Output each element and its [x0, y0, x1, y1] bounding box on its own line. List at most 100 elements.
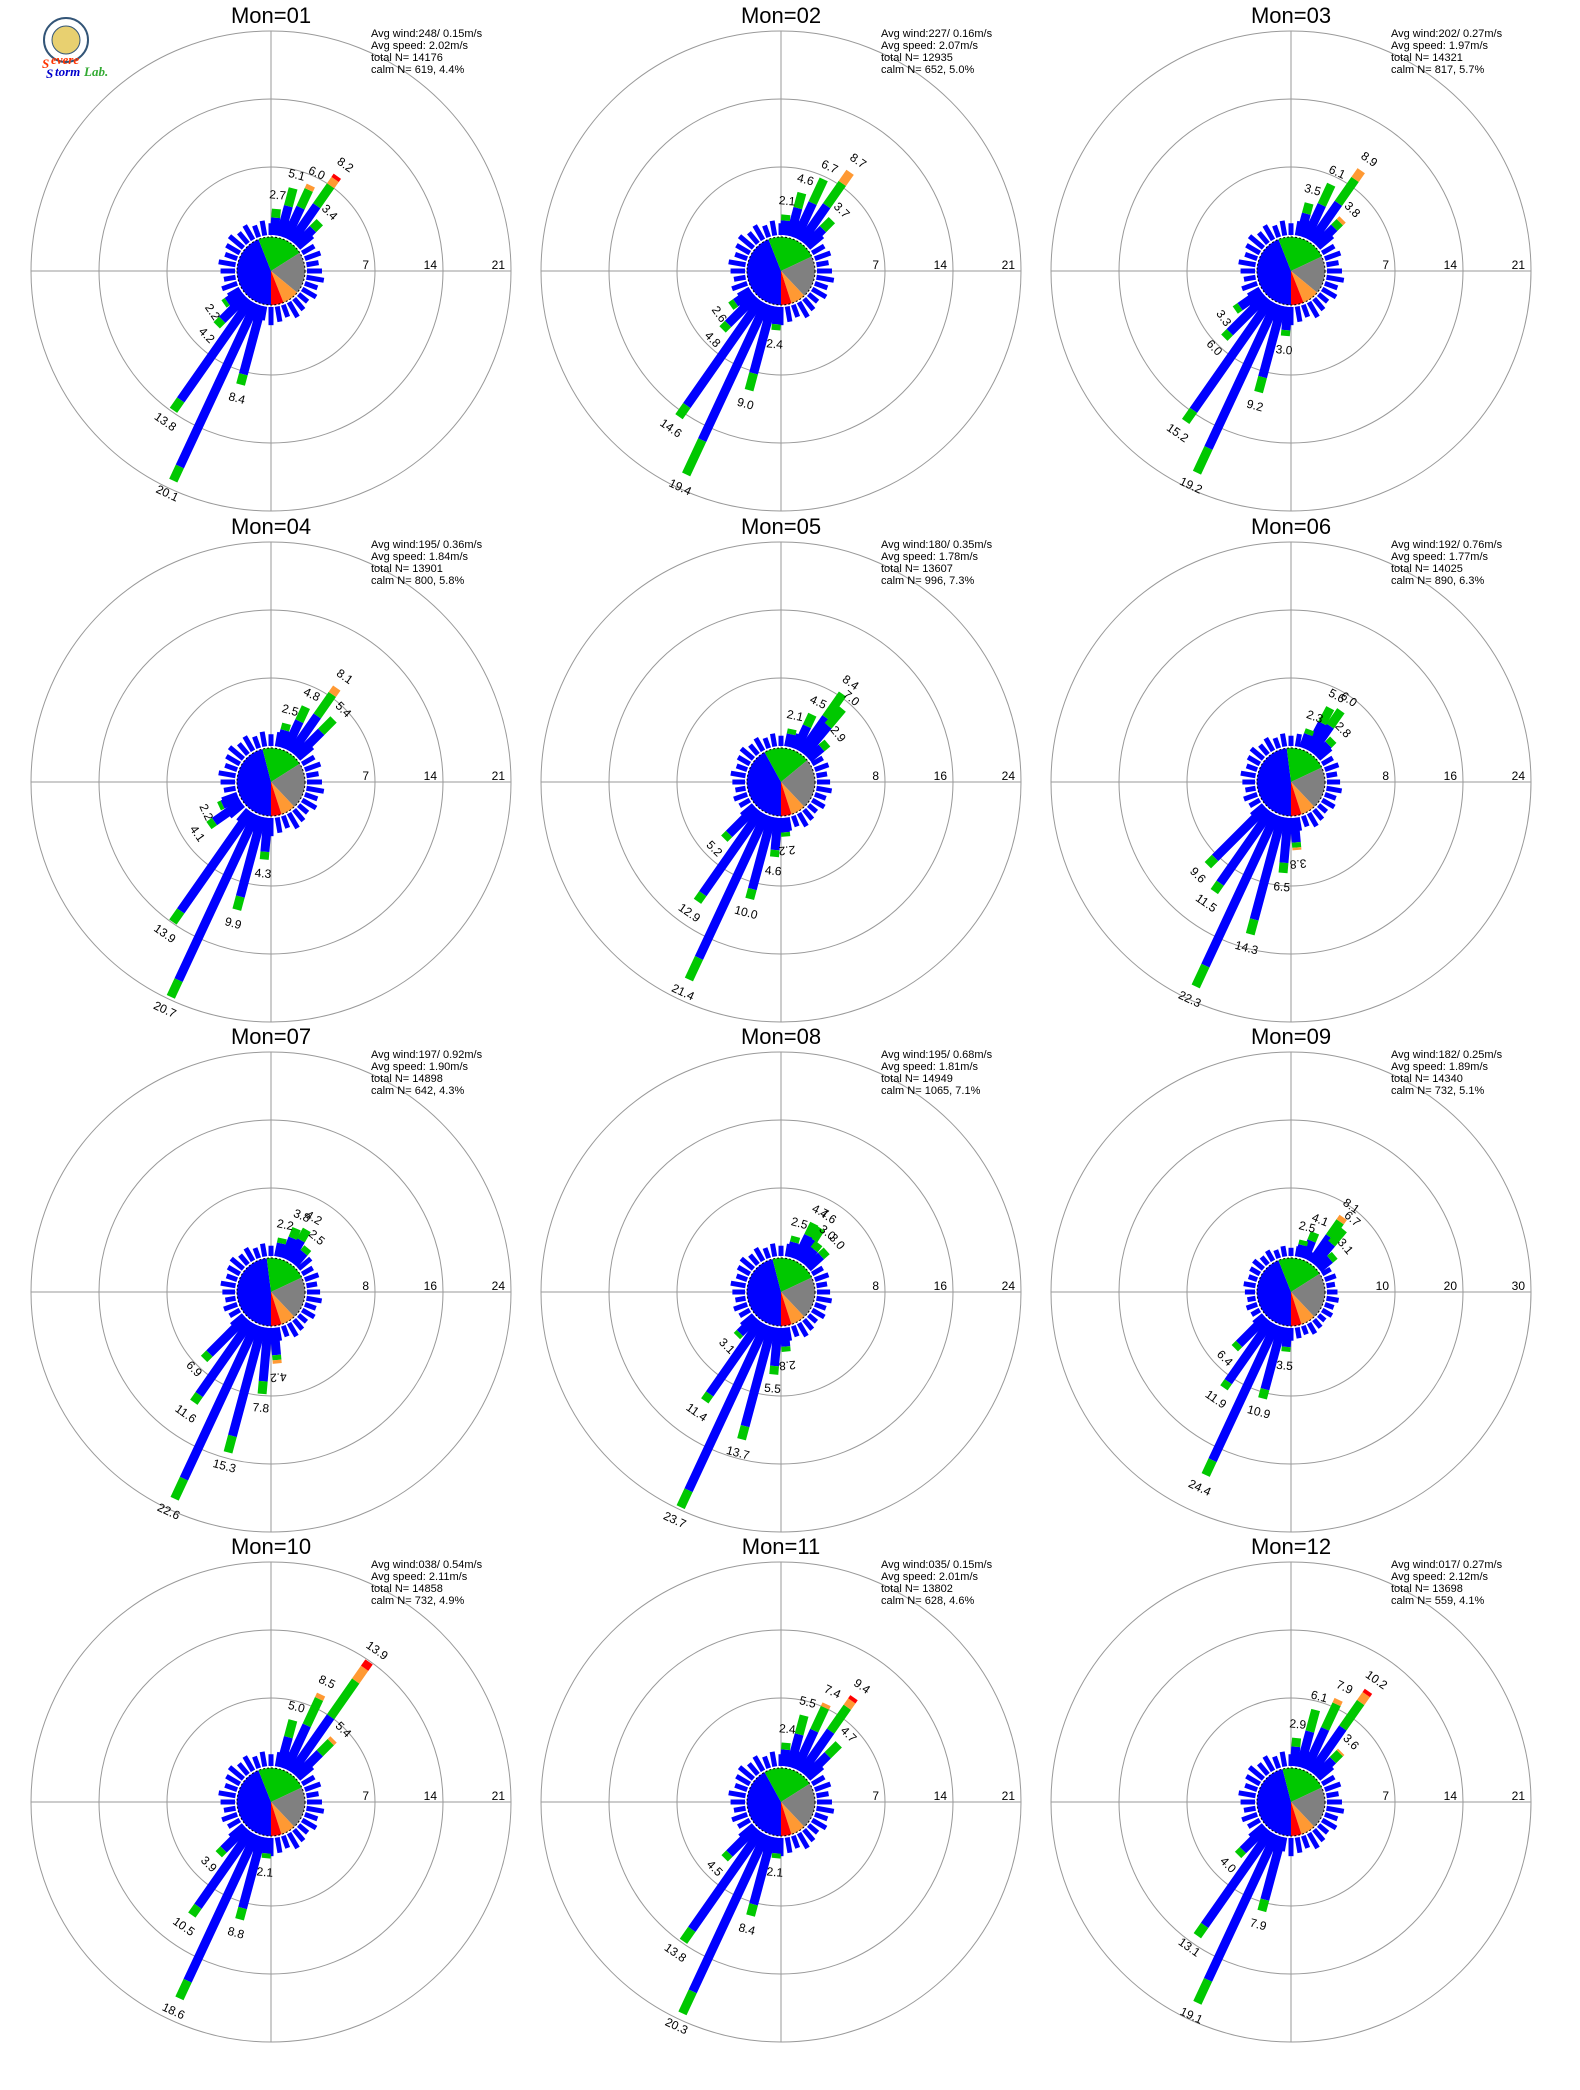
wind-bar-segment — [1302, 202, 1314, 215]
logo-storm-initial: S — [46, 66, 53, 81]
wind-bar-small — [229, 1256, 246, 1271]
wind-bar-small — [224, 251, 239, 262]
wind-bar-small — [733, 1805, 746, 1813]
bar-value-label: 2.4 — [766, 336, 784, 351]
stats-line: Avg wind:017/ 0.27m/s — [1391, 1559, 1503, 1571]
wind-bar-small — [796, 811, 809, 828]
wind-bar-segment — [1254, 375, 1267, 394]
bar-value-label: 5.1 — [287, 166, 307, 184]
wind-bar-small — [806, 292, 820, 304]
stats-line: Avg wind:182/ 0.25m/s — [1391, 1049, 1503, 1061]
wind-bar-segment — [257, 1380, 268, 1395]
wind-bar-segment — [784, 733, 796, 748]
wind-bar-small — [737, 234, 756, 250]
wind-bar-small — [1263, 737, 1276, 753]
wind-bar-segment — [206, 817, 218, 830]
stats-line: Avg speed: 2.07m/s — [881, 40, 979, 52]
wind-bar-small — [735, 243, 752, 256]
wind-bar-small — [813, 1781, 832, 1793]
wind-bar-small — [1272, 224, 1282, 239]
bar-value-label: 6.5 — [1273, 879, 1291, 894]
wind-bar-small — [1326, 785, 1343, 794]
wind-bar-small — [1320, 286, 1338, 300]
wind-bar-segment — [1224, 1318, 1275, 1385]
ring-label: 16 — [424, 1279, 438, 1293]
wind-bar-segment — [238, 1835, 267, 1910]
stats-line: Avg speed: 1.81m/s — [881, 1061, 979, 1073]
bar-value-label: 22.6 — [155, 1500, 182, 1523]
wind-bar-segment — [175, 301, 260, 469]
calm-pie-slice — [1256, 239, 1291, 305]
wind-bar-segment — [1181, 407, 1198, 425]
wind-bar-small — [303, 761, 322, 773]
wind-bar-segment — [688, 1832, 770, 1994]
wind-bar-segment — [737, 1424, 750, 1441]
wind-bar-small — [225, 754, 242, 767]
calm-pie-slice — [781, 1783, 816, 1827]
wind-bar-small — [1326, 1805, 1345, 1814]
stats-line: total N= 13607 — [881, 563, 953, 575]
wind-bar-segment — [1281, 1327, 1293, 1348]
calm-pie-slice — [271, 763, 305, 807]
ring-label: 14 — [1444, 1789, 1458, 1803]
calm-pie-slice — [1291, 1787, 1325, 1827]
bar-value-label: 8.2 — [335, 154, 357, 175]
wind-bar-segment — [297, 1227, 311, 1243]
wind-bar-segment — [1189, 297, 1275, 413]
wind-bar-small — [1243, 274, 1256, 282]
wind-bar-segment — [302, 1697, 324, 1728]
wind-bar-segment — [1302, 203, 1326, 241]
bar-value-label: 4.1 — [187, 823, 208, 845]
windrose-panel-2: 7 14 218.76.74.62.1 3.74.82.614.619.49.02.4… — [540, 3, 1022, 512]
stats-line: calm N= 559, 4.1% — [1391, 1595, 1484, 1607]
wind-bar-small — [1258, 743, 1270, 757]
wind-bar-small — [1326, 274, 1345, 283]
wind-bar-small — [259, 1751, 268, 1767]
ring-label: 8 — [1382, 769, 1389, 783]
wind-bar-segment — [1310, 1240, 1336, 1268]
wind-bar-segment — [1204, 854, 1219, 869]
wind-bar-segment — [1200, 1828, 1275, 1928]
wind-bar-small — [1300, 1834, 1311, 1849]
wind-bar-segment — [169, 464, 184, 483]
wind-bar-segment — [224, 287, 245, 306]
ring-label: 7 — [362, 1789, 369, 1803]
wind-bar-segment — [223, 1434, 237, 1454]
wind-bar-small — [802, 1317, 815, 1331]
stats-line: Avg speed: 2.11m/s — [371, 1571, 468, 1583]
wind-bar-segment — [175, 1978, 192, 2001]
wind-bar-segment — [1328, 1226, 1347, 1247]
wind-bar-segment — [280, 1236, 297, 1261]
calm-disc-outline — [236, 1257, 306, 1327]
wind-bar-small — [223, 1805, 236, 1813]
wind-bar-small — [813, 250, 832, 262]
ring-label: 14 — [424, 258, 438, 272]
calm-pie-slice — [781, 782, 805, 815]
calm-disc-outline — [746, 747, 816, 817]
wind-bar-small — [1238, 259, 1256, 268]
wind-bar-small — [1323, 791, 1337, 801]
stats-line: total N= 14898 — [371, 1073, 443, 1085]
wind-bar-small — [802, 1827, 816, 1843]
wind-bar-segment — [733, 1329, 744, 1340]
wind-bar-small — [1323, 762, 1340, 773]
bar-value-label: 8.8 — [226, 1924, 246, 1942]
wind-bar-segment — [1291, 1737, 1302, 1748]
wind-bar-segment — [352, 1665, 369, 1684]
logo-severe-initial: S — [42, 56, 49, 71]
wind-bar-segment — [326, 176, 339, 189]
wind-bar-small — [1306, 811, 1319, 828]
wind-bar-segment — [694, 812, 770, 960]
stats-line: calm N= 652, 5.0% — [881, 64, 974, 76]
wind-bar-segment — [770, 817, 783, 851]
bar-value-label: 11.5 — [1193, 891, 1220, 916]
windrose-panel-3: 7 14 218.96.13.53.83.36.015.219.29.23.0Mon… — [1050, 3, 1532, 512]
wind-bar-small — [296, 803, 310, 815]
bar-value-label: 15.3 — [211, 1456, 237, 1476]
bar-value-label: 8.5 — [317, 1672, 338, 1692]
wind-bar-small — [1279, 1751, 1288, 1767]
wind-bar-small — [1273, 1249, 1282, 1260]
wind-bar-small — [753, 737, 766, 753]
calm-pie-slice — [781, 1802, 792, 1836]
wind-bar-small — [292, 296, 306, 312]
